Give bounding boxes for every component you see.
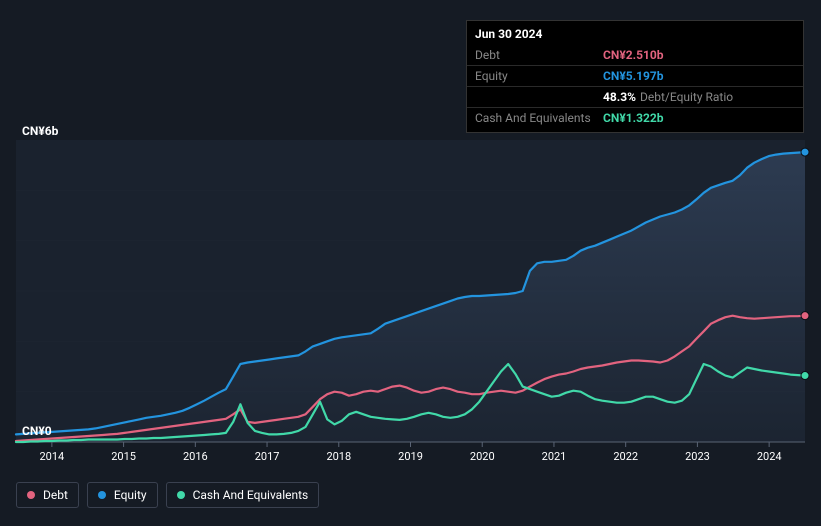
x-axis-tick: 2022 bbox=[590, 450, 662, 468]
x-axis-tick: 2014 bbox=[16, 450, 88, 468]
legend-label: Equity bbox=[114, 488, 147, 502]
tooltip-row-value: CN¥2.510b bbox=[603, 47, 664, 63]
tooltip-row: 48.3%Debt/Equity Ratio bbox=[467, 87, 803, 108]
x-axis-tick: 2020 bbox=[446, 450, 518, 468]
tooltip-date: Jun 30 2024 bbox=[467, 25, 803, 45]
x-axis-tick: 2024 bbox=[733, 450, 805, 468]
legend-color-dot bbox=[177, 491, 185, 499]
tooltip-row: DebtCN¥2.510b bbox=[467, 45, 803, 66]
y-axis-max-label: CN¥6b bbox=[22, 124, 58, 138]
legend-color-dot bbox=[27, 491, 35, 499]
y-axis-min-label: CN¥0 bbox=[22, 424, 52, 438]
legend-label: Debt bbox=[43, 488, 68, 502]
tooltip-row: Cash And EquivalentsCN¥1.322b bbox=[467, 108, 803, 128]
tooltip-row: EquityCN¥5.197b bbox=[467, 66, 803, 87]
x-axis-tick: 2021 bbox=[518, 450, 590, 468]
tooltip-row-label: Cash And Equivalents bbox=[475, 110, 603, 126]
x-axis: 2014201520162017201820192020202120222023… bbox=[16, 450, 805, 468]
chart-legend: Debt Equity Cash And Equivalents bbox=[16, 482, 319, 508]
legend-item-cash-and-equivalents[interactable]: Cash And Equivalents bbox=[166, 482, 320, 508]
tooltip-row-value: CN¥5.197b bbox=[603, 68, 664, 84]
legend-label: Cash And Equivalents bbox=[193, 488, 309, 502]
tooltip-row-label: Debt bbox=[475, 47, 603, 63]
chart-tooltip: Jun 30 2024 DebtCN¥2.510bEquityCN¥5.197b… bbox=[466, 20, 804, 133]
legend-color-dot bbox=[98, 491, 106, 499]
tooltip-row-label: Equity bbox=[475, 68, 603, 84]
tooltip-row-value: CN¥1.322b bbox=[603, 110, 664, 126]
x-axis-tick: 2017 bbox=[231, 450, 303, 468]
x-axis-tick: 2018 bbox=[303, 450, 375, 468]
tooltip-row-label bbox=[475, 89, 603, 105]
tooltip-row-value: 48.3%Debt/Equity Ratio bbox=[603, 89, 733, 105]
x-axis-tick: 2015 bbox=[88, 450, 160, 468]
x-axis-tick: 2023 bbox=[662, 450, 734, 468]
x-axis-tick: 2019 bbox=[375, 450, 447, 468]
legend-item-debt[interactable]: Debt bbox=[16, 482, 79, 508]
x-axis-tick: 2016 bbox=[159, 450, 231, 468]
legend-item-equity[interactable]: Equity bbox=[87, 482, 158, 508]
